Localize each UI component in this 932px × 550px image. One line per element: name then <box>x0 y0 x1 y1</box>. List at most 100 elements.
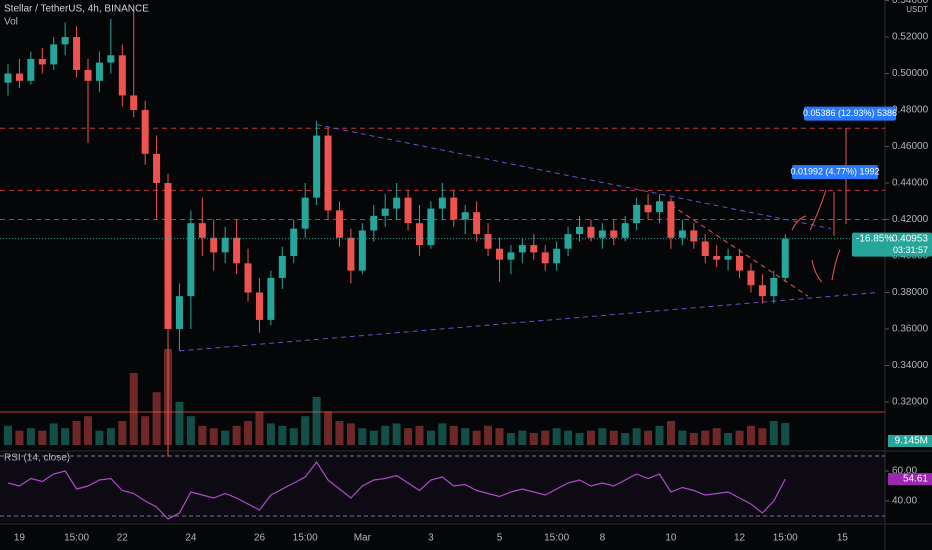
volume-bar <box>495 428 504 445</box>
volume-bar <box>232 425 241 445</box>
candle-body <box>335 210 343 238</box>
candle-body <box>244 263 252 293</box>
candle-body <box>370 215 378 231</box>
volume-bar <box>175 401 184 445</box>
volume-bar <box>552 428 561 445</box>
volume-bar <box>152 392 161 445</box>
volume-bar <box>701 430 710 445</box>
volume-bar <box>358 428 367 445</box>
candle-body <box>736 256 744 271</box>
candle-body <box>564 234 572 249</box>
volume-bar <box>484 425 493 445</box>
candle-body <box>781 238 789 278</box>
candle-body <box>118 55 126 96</box>
candle-body <box>701 241 709 257</box>
y-tick-label: 0.42000 <box>892 214 929 225</box>
candle-body <box>530 245 538 253</box>
x-tick-label: 22 <box>117 533 129 544</box>
candle-body <box>541 252 549 264</box>
volume-bar <box>415 425 424 445</box>
projection-arrows <box>791 128 847 283</box>
candle-body <box>301 197 309 229</box>
volume-bar <box>312 397 321 445</box>
rsi-title: RSI (14, close) <box>4 453 70 464</box>
candle-body <box>747 270 755 286</box>
change-label: -16.85% <box>856 233 893 244</box>
volume-bar <box>26 428 35 445</box>
candle-body <box>61 37 69 45</box>
volume-bar <box>655 425 664 445</box>
candle-body <box>15 73 23 81</box>
x-tick-label: 24 <box>185 533 197 544</box>
x-tick-label: 8 <box>600 533 606 544</box>
volume-bar <box>209 428 218 445</box>
volume-bar <box>141 416 150 445</box>
candle-body <box>38 58 46 65</box>
volume-bar <box>15 430 24 445</box>
x-tick-label: 15:00 <box>64 533 89 544</box>
y-tick-label: 0.54000 <box>892 0 929 6</box>
countdown: 03:31:57 <box>893 245 928 255</box>
x-tick-label: 26 <box>254 533 266 544</box>
volume-bar <box>61 428 70 445</box>
volume-bar <box>621 433 630 445</box>
volume-bar <box>678 430 687 445</box>
volume-bar <box>255 411 264 445</box>
candle-body <box>678 230 686 238</box>
volume-bar <box>586 430 595 445</box>
candle-body <box>553 248 561 264</box>
candle-body <box>347 237 355 271</box>
candle-body <box>50 44 58 65</box>
volume-bar <box>49 423 58 445</box>
candle-body <box>107 55 115 63</box>
currency: USDT <box>906 5 928 14</box>
candle-body <box>656 201 664 213</box>
volume-bar <box>266 423 275 445</box>
volume-bar <box>564 430 573 445</box>
volume-tag <box>888 435 932 447</box>
volume-bar <box>244 421 253 445</box>
plot <box>0 9 885 520</box>
volume-bar <box>404 428 413 445</box>
candle-body <box>473 212 481 235</box>
candle-body <box>633 204 641 224</box>
volume-bar <box>335 421 344 445</box>
volume-bar <box>129 373 138 445</box>
candle-body <box>621 223 629 238</box>
candle-body <box>313 135 321 198</box>
candle-body <box>587 226 595 238</box>
x-tick-label: 5 <box>497 533 503 544</box>
volume-title: Vol <box>4 17 18 28</box>
candle-body <box>267 277 275 320</box>
candle-body <box>758 285 766 297</box>
y-tick-label: 0.48000 <box>892 105 929 116</box>
candle-body <box>598 230 606 238</box>
volume-bar <box>666 421 675 445</box>
y-tick-label: 0.44000 <box>892 178 929 189</box>
volume-bar <box>781 423 790 445</box>
x-tick-label: 15:00 <box>544 533 569 544</box>
candle-body <box>4 73 12 83</box>
candle-body <box>73 37 81 70</box>
candle-body <box>27 58 35 81</box>
rsi-label: 54.61 <box>903 474 928 485</box>
volume-bar <box>644 430 653 445</box>
volume-bar <box>186 416 195 445</box>
y-tick-label: 0.38000 <box>892 287 929 298</box>
volume-bar <box>346 423 355 445</box>
measure-label: 0.05386 (12.93%) 5386 <box>803 108 897 118</box>
candle-body <box>164 183 172 330</box>
y-tick-label: 0.36000 <box>892 324 929 335</box>
y-tick-label: 0.46000 <box>892 141 929 152</box>
last-price-tag <box>852 232 932 257</box>
volume-bar <box>449 425 458 445</box>
candle-body <box>770 277 778 297</box>
volume-bar <box>301 416 310 445</box>
candle-body <box>404 197 412 224</box>
y-tick-label: 0.34000 <box>892 360 929 371</box>
volume-bar <box>746 425 755 445</box>
candle-body <box>518 245 526 253</box>
volume-bar <box>472 430 481 445</box>
candle-body <box>324 135 332 211</box>
volume-bar <box>4 425 12 445</box>
